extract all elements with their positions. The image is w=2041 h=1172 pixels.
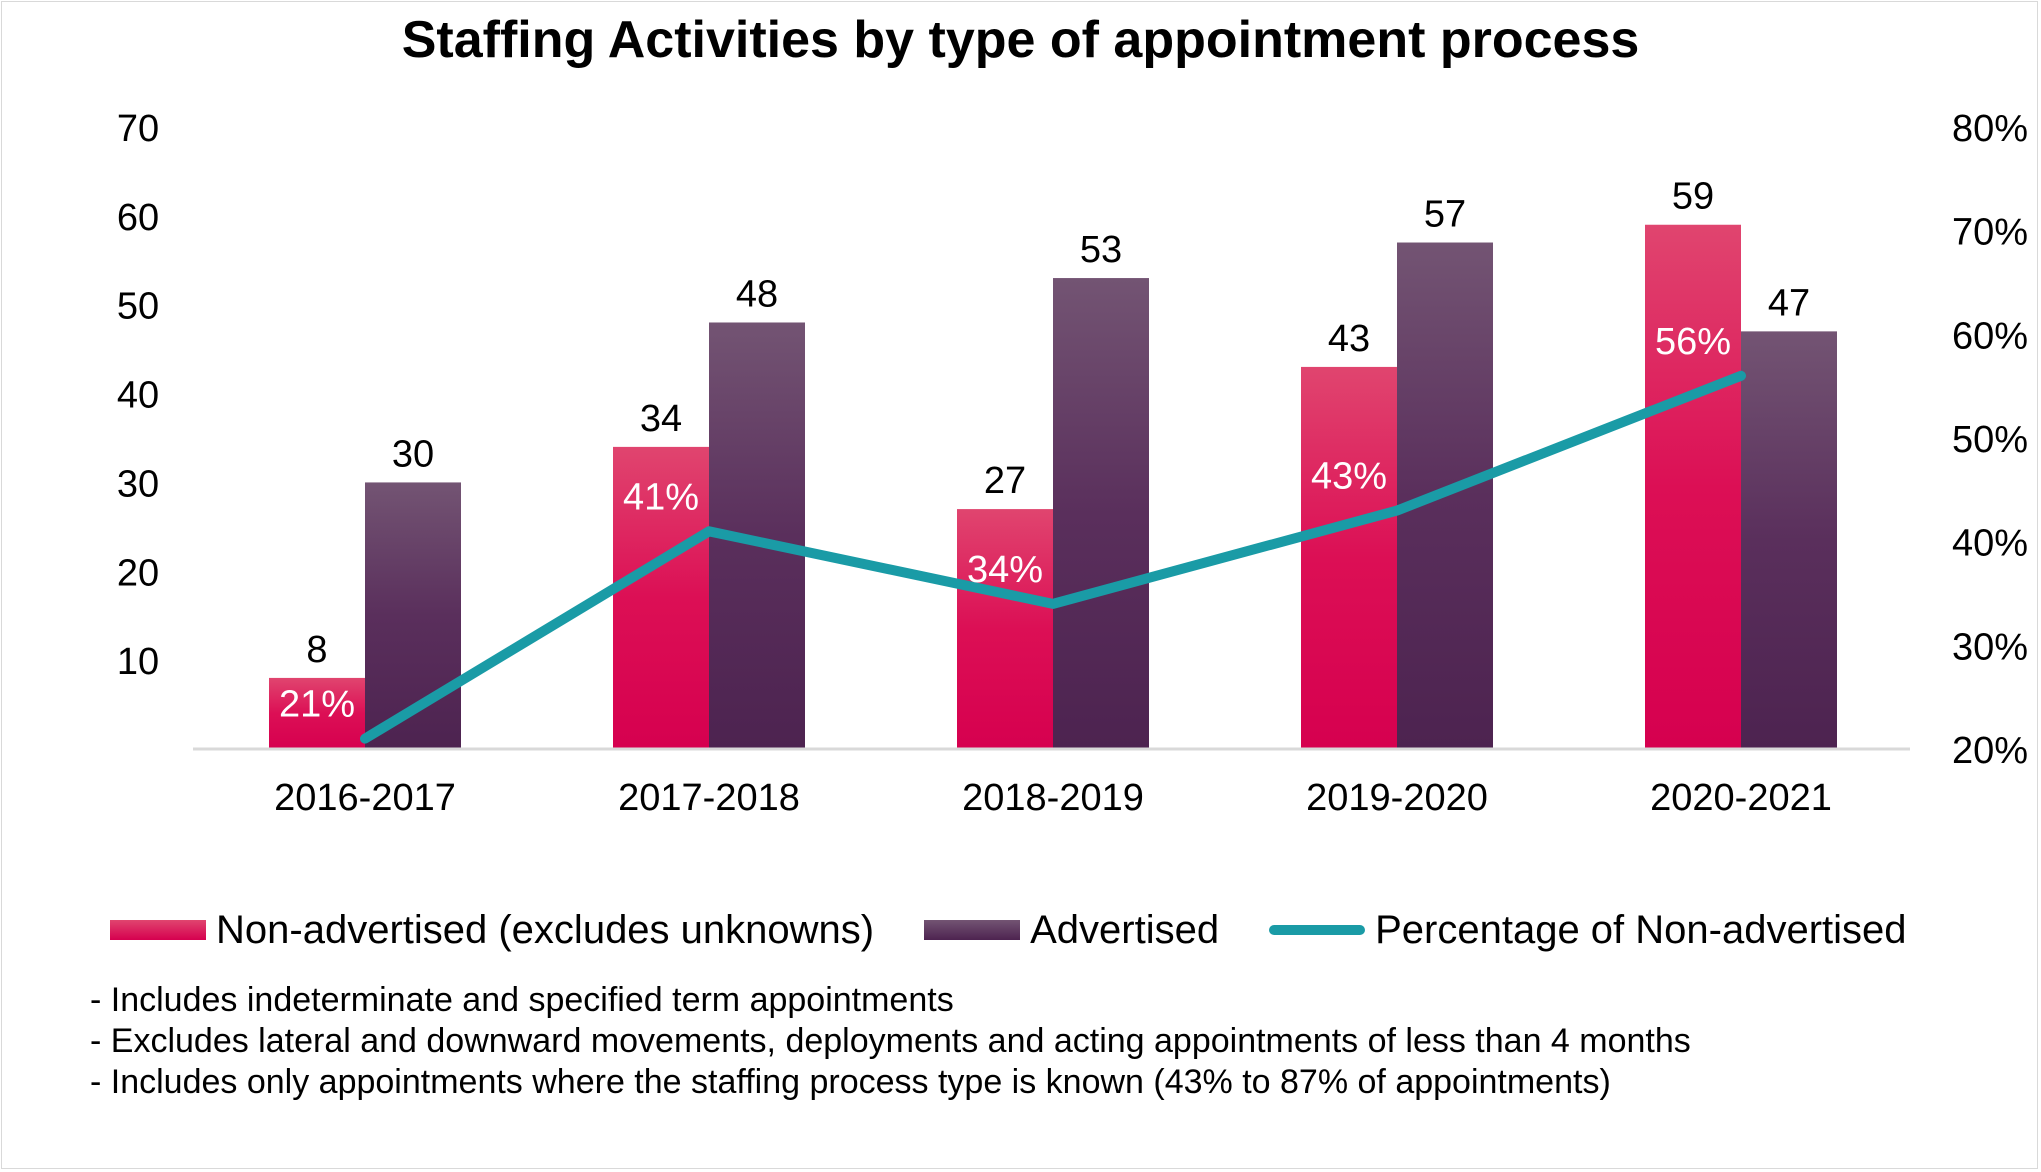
legend-label-percentage: Percentage of Non-advertised: [1375, 907, 1907, 952]
data-label-advertised: 47: [1768, 282, 1810, 324]
y-right-tick-label: 60%: [1952, 315, 2028, 357]
bar-non-advertised: [613, 446, 709, 749]
y-left-tick-label: 30: [117, 463, 159, 505]
line-percentage-non-advertised: [360, 370, 1746, 744]
y-left-tick-label: 50: [117, 286, 159, 328]
legend-swatch-advertised: [924, 920, 1021, 940]
y-right-tick-label: 30%: [1952, 626, 2028, 668]
bar-non-advertised: [269, 677, 365, 749]
y-left-tick-label: 60: [117, 197, 159, 239]
bar-advertised: [1053, 278, 1149, 749]
y-right-tick-label: 80%: [1952, 108, 2028, 150]
footnotes: - Includes indeterminate and specified t…: [90, 980, 1691, 1103]
data-label-percentage: 56%: [1655, 321, 1731, 363]
data-label-advertised: 30: [392, 433, 434, 475]
legend-label-advertised: Advertised: [1030, 907, 1220, 952]
legend-item-percentage: Percentage of Non-advertised: [1269, 907, 1907, 953]
footnote-2: - Excludes lateral and downward movement…: [90, 1022, 1691, 1060]
y-left-tick-label: 10: [117, 641, 159, 683]
y-right-tick-label: 40%: [1952, 523, 2028, 565]
y-right-tick-label: 20%: [1952, 730, 2028, 772]
data-label-advertised: 53: [1080, 229, 1122, 271]
y-left-tick-label: 40: [117, 375, 159, 417]
y-right-tick-label: 70%: [1952, 212, 2028, 254]
data-label-non-advertised: 27: [984, 460, 1026, 502]
footnote-3: - Includes only appointments where the s…: [90, 1063, 1611, 1101]
legend-swatch-non-advertised: [110, 920, 206, 940]
y-left-tick-label: 70: [117, 108, 159, 150]
data-label-non-advertised: 59: [1672, 176, 1714, 218]
data-label-percentage: 21%: [279, 684, 355, 726]
x-category-label: 2017-2018: [618, 777, 800, 819]
data-label-advertised: 48: [736, 273, 778, 315]
data-label-advertised: 57: [1424, 194, 1466, 236]
legend-item-non-advertised: Non-advertised (excludes unknowns): [110, 908, 874, 953]
x-category-label: 2019-2020: [1306, 777, 1488, 819]
bar-non-advertised: [957, 509, 1053, 749]
footnote-1: - Includes indeterminate and specified t…: [90, 981, 954, 1019]
bar-non-advertised: [1301, 366, 1397, 749]
y-right-tick-label: 50%: [1952, 419, 2028, 461]
data-label-non-advertised: 34: [640, 398, 682, 440]
legend-swatch-percentage: [1269, 925, 1366, 935]
data-label-non-advertised: 43: [1328, 318, 1370, 360]
data-label-percentage: 41%: [623, 476, 699, 518]
x-category-label: 2020-2021: [1650, 777, 1832, 819]
bar-non-advertised: [1645, 224, 1741, 749]
legend-item-advertised: Advertised: [924, 908, 1219, 953]
data-label-percentage: 34%: [967, 549, 1043, 591]
chart-title: Staffing Activities by type of appointme…: [401, 11, 1640, 69]
y-left-tick-label: 20: [117, 552, 159, 594]
x-category-label: 2018-2019: [962, 777, 1144, 819]
data-label-non-advertised: 8: [306, 629, 327, 671]
legend: Non-advertised (excludes unknowns) Adver…: [110, 900, 1907, 960]
x-category-label: 2016-2017: [274, 777, 456, 819]
data-label-percentage: 43%: [1311, 456, 1387, 498]
legend-label-non-advertised: Non-advertised (excludes unknowns): [216, 907, 875, 952]
bar-advertised: [1741, 331, 1837, 749]
